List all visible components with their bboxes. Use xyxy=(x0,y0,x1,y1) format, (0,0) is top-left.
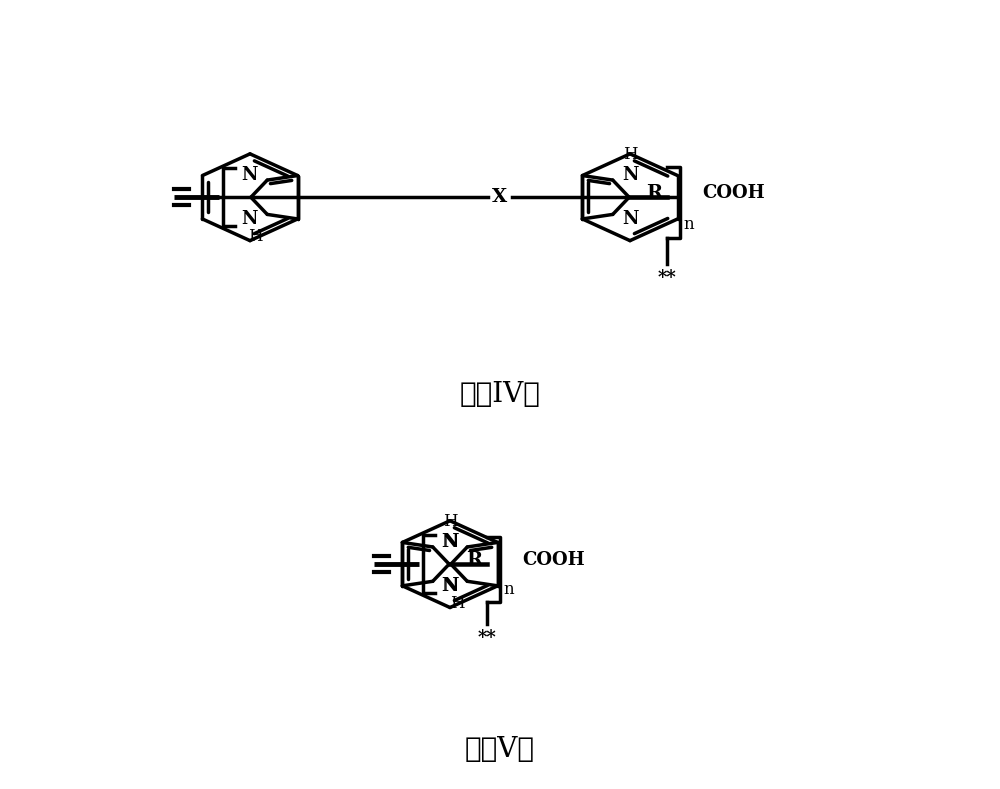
Text: H: H xyxy=(248,228,263,245)
Text: N: N xyxy=(622,166,639,185)
Text: N: N xyxy=(442,577,459,595)
Text: H: H xyxy=(443,513,458,530)
Text: N: N xyxy=(441,533,458,552)
Text: H: H xyxy=(450,595,465,612)
Text: R: R xyxy=(466,552,482,569)
Text: 式（IV）: 式（IV） xyxy=(460,381,540,408)
Text: 式（V）: 式（V） xyxy=(465,736,535,763)
Text: COOH: COOH xyxy=(702,185,765,202)
Text: n: n xyxy=(684,216,694,234)
Text: **: ** xyxy=(658,269,676,286)
Text: N: N xyxy=(241,210,258,228)
Text: N: N xyxy=(441,577,458,595)
Text: N: N xyxy=(622,210,639,228)
Text: n: n xyxy=(504,581,514,598)
Text: X: X xyxy=(492,189,508,206)
Text: N: N xyxy=(241,166,258,185)
Text: **: ** xyxy=(478,629,496,646)
Text: COOH: COOH xyxy=(522,552,585,569)
Text: N: N xyxy=(442,533,459,552)
Text: R: R xyxy=(646,185,662,202)
Text: H: H xyxy=(623,146,638,163)
